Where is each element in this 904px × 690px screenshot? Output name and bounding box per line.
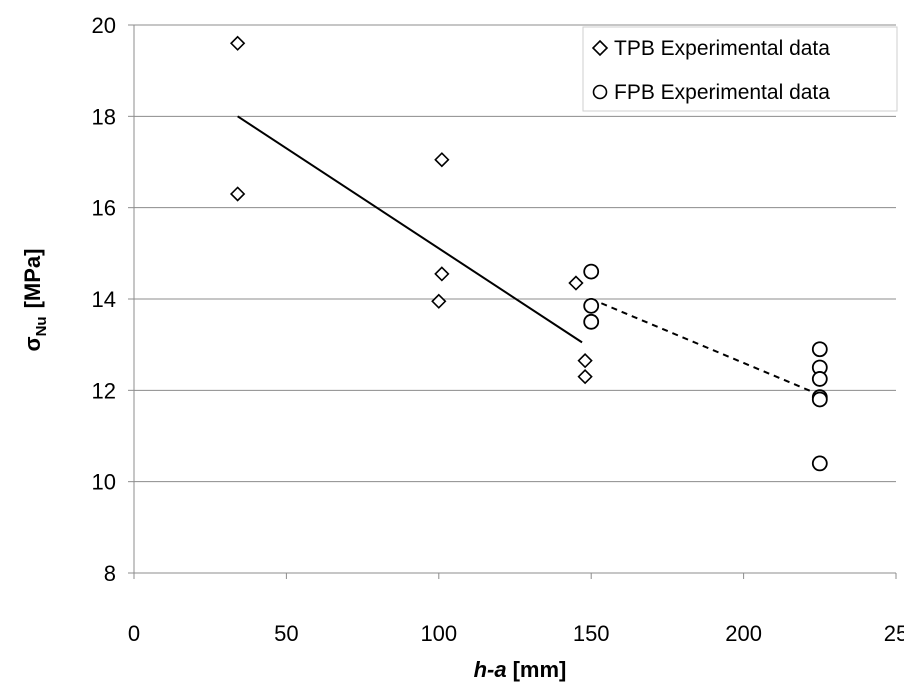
trend-lines	[237, 115, 821, 396]
fpb-data-point	[583, 263, 600, 280]
fpb-data-point	[583, 297, 600, 314]
x-axis-variable: h-a	[474, 657, 507, 682]
x-tick-label: 0	[128, 621, 140, 646]
x-tick-label: 100	[420, 621, 457, 646]
x-tick-label: 200	[725, 621, 762, 646]
y-tick-label: 12	[92, 378, 116, 403]
axes	[128, 24, 897, 579]
y-axis-unit: [MPa]	[20, 249, 45, 309]
fpb-data-point	[811, 371, 828, 387]
x-tick-label: 50	[274, 621, 298, 646]
fpb-data-point	[811, 391, 828, 408]
y-axis-subscript: Nu	[33, 316, 50, 336]
tpb-data-point	[230, 186, 246, 202]
y-tick-label: 10	[92, 470, 116, 495]
legend: TPB Experimental data FPB Experimental d…	[582, 26, 898, 112]
x-axis-title: h-a [mm]	[474, 657, 567, 682]
tpb-data-point	[434, 266, 450, 282]
y-tick-label: 14	[92, 287, 116, 312]
y-tick-label: 16	[92, 196, 116, 221]
tpb-data-point	[568, 275, 584, 291]
tpb-data-point	[577, 369, 593, 385]
tpb-data-point	[434, 152, 450, 168]
fpb-data-point	[811, 455, 828, 472]
trend-line-dashed	[590, 298, 821, 396]
y-axis-title: σNu [MPa]	[20, 249, 50, 352]
x-tick-label: 150	[573, 621, 610, 646]
x-tick-label: 25	[884, 621, 904, 646]
data-points	[230, 35, 828, 472]
fpb-data-point	[811, 341, 828, 358]
legend-diamond-marker	[591, 39, 609, 57]
x-axis-unit: [mm]	[513, 657, 567, 682]
trend-line-solid	[237, 115, 583, 344]
fpb-data-point	[583, 313, 600, 330]
y-tick-label: 8	[104, 561, 116, 586]
legend-box	[582, 26, 898, 112]
tpb-data-point	[431, 293, 447, 309]
y-tick-label: 20	[92, 13, 116, 38]
tpb-data-point	[230, 35, 246, 51]
tpb-data-point	[577, 353, 593, 369]
legend-circle-marker	[592, 84, 608, 100]
y-axis-symbol: σ	[20, 336, 45, 351]
y-tick-label: 18	[92, 104, 116, 129]
legend-label-fpb: FPB Experimental data	[614, 81, 830, 104]
legend-label-tpb: TPB Experimental data	[614, 37, 830, 60]
